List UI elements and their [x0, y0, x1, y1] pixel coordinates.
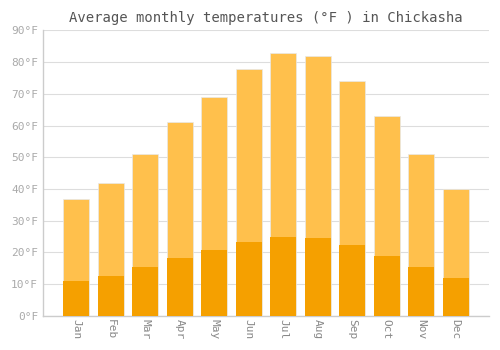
- Bar: [201, 250, 227, 316]
- Bar: [374, 256, 400, 316]
- Bar: [442, 189, 468, 316]
- Title: Average monthly temperatures (°F ) in Chickasha: Average monthly temperatures (°F ) in Ch…: [69, 11, 462, 25]
- Bar: [63, 281, 89, 316]
- Bar: [304, 238, 330, 316]
- Bar: [201, 97, 227, 316]
- Bar: [374, 116, 400, 316]
- Bar: [63, 198, 89, 316]
- Bar: [270, 237, 296, 316]
- Bar: [236, 69, 262, 316]
- Bar: [408, 154, 434, 316]
- Bar: [408, 267, 434, 316]
- Bar: [132, 267, 158, 316]
- Bar: [132, 154, 158, 316]
- Bar: [270, 52, 296, 316]
- Bar: [98, 276, 124, 316]
- Bar: [339, 245, 365, 316]
- Bar: [304, 56, 330, 316]
- Bar: [166, 258, 192, 316]
- Bar: [339, 81, 365, 316]
- Bar: [236, 241, 262, 316]
- Bar: [442, 278, 468, 316]
- Bar: [98, 183, 124, 316]
- Bar: [166, 122, 192, 316]
